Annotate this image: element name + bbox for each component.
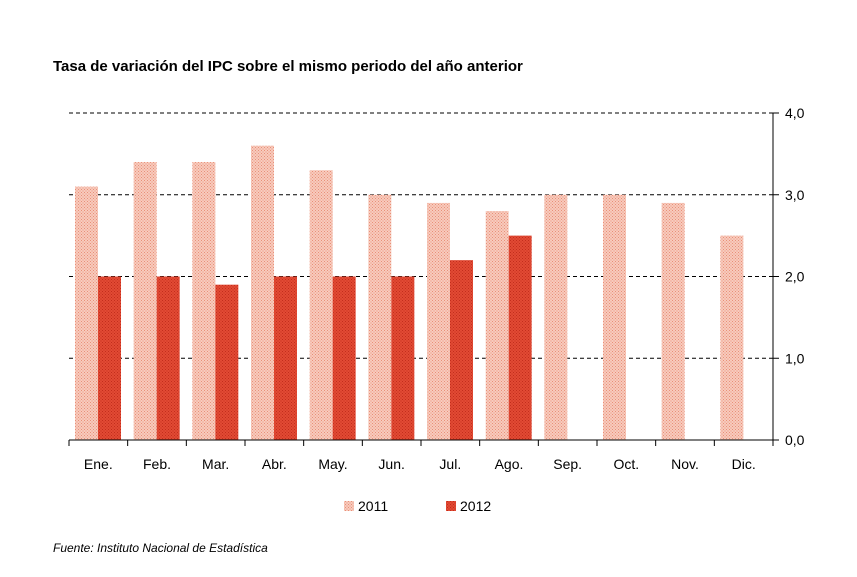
bar-2011	[75, 186, 98, 440]
legend-swatch-2012	[446, 501, 456, 511]
x-tick-label: Nov.	[671, 456, 699, 472]
bar-2011	[661, 202, 685, 440]
bar-2011	[309, 170, 333, 440]
bar-2011	[720, 235, 744, 440]
x-tick-label: Ene.	[84, 456, 113, 472]
bar-2012	[332, 276, 356, 440]
bar-2012	[215, 284, 239, 440]
bar-2012	[274, 276, 297, 440]
legend-label-2011: 2011	[358, 498, 388, 514]
y-tick-label: 0,0	[785, 432, 805, 448]
x-tick-label: Dic.	[732, 456, 756, 472]
bar-2012	[450, 260, 473, 440]
y-tick-label: 2,0	[785, 269, 805, 285]
x-tick-label: Abr.	[262, 456, 287, 472]
bar-2011	[544, 194, 568, 440]
bar-2011	[133, 162, 157, 441]
x-tick-label: Oct.	[613, 456, 639, 472]
bar-2012	[508, 235, 532, 440]
y-tick-label: 3,0	[785, 187, 805, 203]
bar-2011	[192, 162, 216, 441]
source-note: Fuente: Instituto Nacional de Estadístic…	[53, 541, 268, 555]
x-tick-label: Jun.	[378, 456, 404, 472]
x-tick-label: Ago.	[495, 456, 524, 472]
bar-2011	[485, 211, 509, 440]
bar-2011	[368, 194, 392, 440]
bar-2011	[427, 202, 450, 440]
bar-2011	[603, 194, 626, 440]
bar-2012	[391, 276, 415, 440]
bar-2011	[251, 145, 274, 440]
bar-2012	[156, 276, 180, 440]
x-tick-label: Jul.	[439, 456, 461, 472]
legend-swatch-2011	[344, 501, 354, 511]
x-tick-label: Sep.	[553, 456, 582, 472]
x-tick-label: Feb.	[143, 456, 171, 472]
y-tick-label: 4,0	[785, 105, 805, 121]
bar-2012	[98, 276, 121, 440]
y-tick-label: 1,0	[785, 350, 805, 366]
chart-title: Tasa de variación del IPC sobre el mismo…	[53, 58, 523, 75]
legend-label-2012: 2012	[460, 498, 491, 514]
x-tick-label: Mar.	[202, 456, 229, 472]
x-tick-label: May.	[318, 456, 347, 472]
